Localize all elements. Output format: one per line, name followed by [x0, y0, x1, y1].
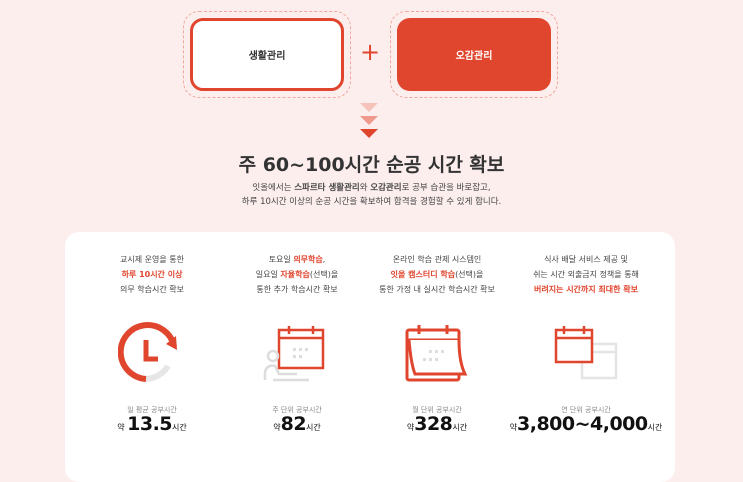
person-calendar-icon [263, 326, 325, 382]
feature-3-text: 온라인 학습 관제 시스템인 잇올 캠스터디 학습(선택)을 통한 가정 내 실시간… [379, 255, 495, 294]
senses-management-box: 오감관리 [390, 11, 558, 98]
feature-4-text: 식사 배달 서비스 제공 및 쉬는 시간 외출금지 정책을 통해 버려지는 시간까지… [533, 255, 639, 294]
clock-refresh-icon [118, 322, 177, 382]
feature-1-text: 교시제 운영을 통한 하루 10시간 이상 의무 학습시간 확보 [120, 255, 184, 294]
arrow-down-icon [360, 129, 378, 138]
description-line-2: 하루 10시간 이상의 순공 시간을 확보하여 합격을 경험할 수 있게 합니다… [241, 197, 502, 207]
stat-label-monthly: 월 단위 공부시간 [412, 406, 462, 414]
feature-2-text: 토요일 의무학습, 일요일 자율학습(선택)을 통한 추가 학습시간 확보 [255, 255, 339, 294]
double-calendar-icon [554, 326, 618, 380]
stat-label-yearly: 연 단위 공부시간 [561, 406, 611, 414]
life-management-label: 생활관리 [190, 18, 344, 91]
arrow-down-icon [360, 116, 378, 125]
description-line-1: 잇올에서는 스파르타 생활관리와 오감관리로 공부 습관을 바로잡고, [252, 183, 491, 193]
calendar-icon [405, 325, 468, 382]
life-management-box: 생활관리 [183, 11, 351, 98]
stat-yearly: 약3,800~4,000시간 [509, 413, 663, 435]
plus-icon: + [360, 38, 381, 66]
stat-monthly: 약328시간 [406, 413, 468, 435]
arrow-down-icon [360, 103, 378, 112]
stat-daily: 약 13.5시간 [117, 413, 187, 435]
stat-label-weekly: 주 단위 공부시간 [272, 406, 322, 414]
stat-label-daily: 일 평균 공부시간 [127, 406, 177, 414]
stat-weekly: 약82시간 [273, 413, 321, 435]
senses-management-label: 오감관리 [397, 18, 551, 91]
headline: 주 60~100시간 순공 시간 확보 [238, 154, 505, 176]
